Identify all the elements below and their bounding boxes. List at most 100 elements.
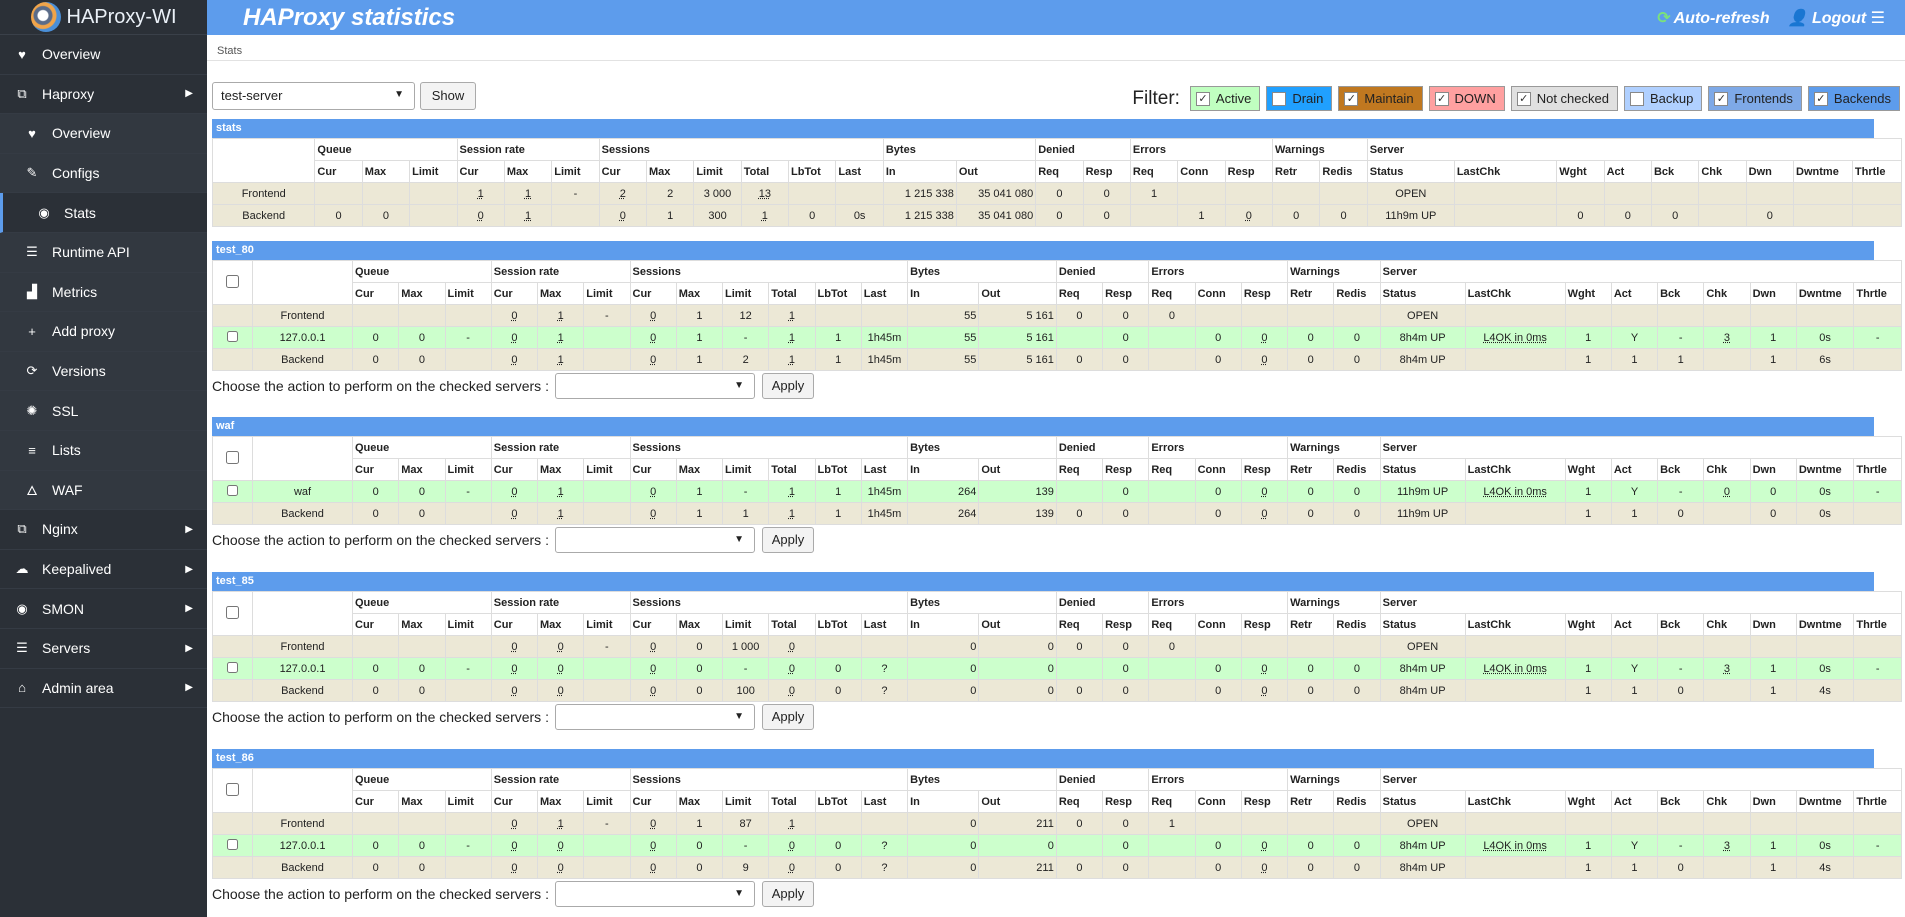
filter-not-checked[interactable]: ✓ Not checked (1510, 86, 1618, 111)
sidebar-item-configs[interactable]: ✎ Configs (0, 153, 207, 194)
filter-checkbox[interactable]: ✓ (1516, 91, 1531, 106)
chevron-right-icon: ▶ (185, 642, 193, 654)
apply-button[interactable]: Apply (761, 704, 814, 730)
column-header: Cur (490, 282, 539, 305)
sidebar-item-nginx[interactable]: ⧉ Nginx ▶ (0, 510, 207, 550)
filter-checkbox[interactable]: ✓ (1813, 91, 1828, 106)
filter-backends[interactable]: ✓ Backends (1807, 86, 1900, 111)
stat-value: OPEN (1407, 817, 1439, 830)
sidebar-item-keepalived[interactable]: ☁ Keepalived ▶ (0, 550, 207, 590)
stat-value: 1 (557, 817, 564, 830)
sidebar-item-admin-area[interactable]: ⌂ Admin area ▶ (0, 669, 207, 709)
sidebar-item-runtime-api[interactable]: ☰ Runtime API (0, 232, 207, 273)
sidebar-item-stats[interactable]: ◉ Stats (0, 193, 207, 233)
hamburger-icon[interactable]: ☰ (1870, 10, 1885, 27)
select-all-checkbox[interactable] (226, 782, 239, 796)
stat-value[interactable]: L4OK in 0ms (1483, 839, 1547, 852)
sidebar-item-lists[interactable]: ≡ Lists (0, 430, 207, 471)
server-checkbox[interactable] (227, 661, 238, 673)
filter-frontends[interactable]: ✓ Frontends (1708, 86, 1802, 111)
column-header: Limit (722, 282, 770, 305)
action-select[interactable]: ▼ (554, 527, 755, 553)
apply-button[interactable]: Apply (761, 373, 814, 399)
stat-cell: 0 (1102, 635, 1150, 658)
logout-button[interactable]: 👤 Logout ☰ (1788, 8, 1885, 28)
stat-cell (444, 502, 492, 525)
sidebar-item-waf[interactable]: 🜂 WAF (0, 470, 207, 511)
filter-checkbox[interactable]: ✓ (1714, 91, 1729, 106)
show-button[interactable]: Show (420, 82, 476, 110)
stat-cell: 1 (1564, 348, 1612, 371)
action-select[interactable]: ▼ (554, 373, 755, 399)
row-name: Frontend (252, 812, 353, 835)
sidebar-item-versions[interactable]: ⟳ Versions (0, 351, 207, 392)
filter-checkbox[interactable]: ✓ (1434, 91, 1449, 106)
action-select[interactable]: ▼ (554, 881, 755, 907)
chevron-right-icon: ▶ (185, 563, 193, 575)
stat-value: - (466, 485, 470, 498)
stat-cell: 0 (1657, 502, 1705, 525)
server-select[interactable]: test-server ▼ (212, 82, 415, 110)
auto-refresh-button[interactable]: ⟳ Auto-refresh (1657, 8, 1769, 28)
stat-cell: 0 (1102, 480, 1150, 503)
stat-cell: 0 (1082, 182, 1131, 205)
sidebar-item-overview[interactable]: ♥ Overview (0, 35, 207, 75)
filter-checkbox[interactable]: ✓ (1195, 91, 1210, 106)
stat-value: 1 (524, 209, 532, 222)
stat-value[interactable]: L4OK in 0ms (1483, 331, 1547, 344)
sidebar-item-overview[interactable]: ♥ Overview (0, 114, 207, 154)
stat-value: 1 (1770, 861, 1777, 874)
filter-maintain[interactable]: ✓ Maintain (1338, 86, 1423, 111)
stat-cell: 0 (814, 856, 862, 879)
logo[interactable]: HAProxy-WI (0, 0, 207, 35)
stat-cell: 0 (351, 679, 400, 702)
filter-active[interactable]: ✓ Active (1189, 86, 1261, 111)
stat-value: 5 161 (1026, 331, 1054, 344)
stat-cell: 1 000 (722, 635, 770, 658)
column-header: Cur (629, 282, 677, 305)
stat-value[interactable]: L4OK in 0ms (1483, 662, 1547, 675)
filter-checkbox[interactable] (1629, 91, 1644, 106)
sidebar-item-label: Runtime API (52, 244, 130, 261)
stat-value: 0 (696, 861, 703, 874)
stat-cell (1148, 834, 1196, 857)
sidebar-item-haproxy[interactable]: ⧉ Haproxy ▶ (0, 75, 207, 115)
select-all-checkbox[interactable] (226, 605, 239, 619)
stat-cell (1055, 326, 1104, 349)
filter-backup[interactable]: Backup (1623, 86, 1703, 111)
stat-value: 0 (1122, 684, 1129, 697)
filter-down[interactable]: ✓ DOWN (1428, 86, 1505, 111)
sidebar-item-ssl[interactable]: ✺ SSL (0, 391, 207, 431)
stat-value: 1 215 338 (904, 209, 954, 222)
apply-button[interactable]: Apply (761, 881, 814, 907)
stat-value: - (1678, 839, 1683, 852)
filter-checkbox[interactable]: ✓ (1344, 91, 1359, 106)
stat-cell: 0 (398, 502, 446, 525)
sidebar-item-add-proxy[interactable]: + Add proxy (0, 312, 207, 352)
column-header: Bck (1657, 282, 1705, 305)
server-checkbox[interactable] (227, 330, 238, 342)
server-checkbox[interactable] (227, 838, 238, 850)
stat-value: 0 (1122, 839, 1129, 852)
stat-value[interactable]: L4OK in 0ms (1483, 485, 1547, 498)
column-header: Total (768, 282, 816, 305)
server-checkbox[interactable] (227, 484, 238, 496)
action-select[interactable]: ▼ (554, 704, 755, 730)
select-all-checkbox[interactable] (226, 274, 239, 288)
stat-cell: 0 (1102, 304, 1150, 327)
sidebar-item-metrics[interactable]: ▟ Metrics (0, 272, 207, 313)
stat-value: 55 (964, 309, 977, 322)
filter-checkbox[interactable] (1272, 91, 1287, 106)
row-checkbox-cell (212, 348, 253, 371)
stat-value: 3 (1723, 662, 1731, 675)
select-all-checkbox[interactable] (226, 450, 239, 464)
sidebar-item-smon[interactable]: ◉ SMON ▶ (0, 589, 207, 629)
table-row-active: 127.0.0.1 0 0 - 0 0 0 0 - 0 0? 0 0 0 0 0 0 0 8h4m UP L4OK i… (212, 834, 1902, 857)
sidebar-item-label: Add proxy (52, 323, 116, 340)
stat-cell (1564, 635, 1612, 658)
apply-button[interactable]: Apply (761, 527, 814, 553)
stat-value: 1 (1585, 839, 1592, 852)
filter-drain[interactable]: Drain (1266, 86, 1333, 111)
stat-value: 1h45m (867, 485, 902, 498)
sidebar-item-servers[interactable]: ☰ Servers ▶ (0, 629, 207, 669)
